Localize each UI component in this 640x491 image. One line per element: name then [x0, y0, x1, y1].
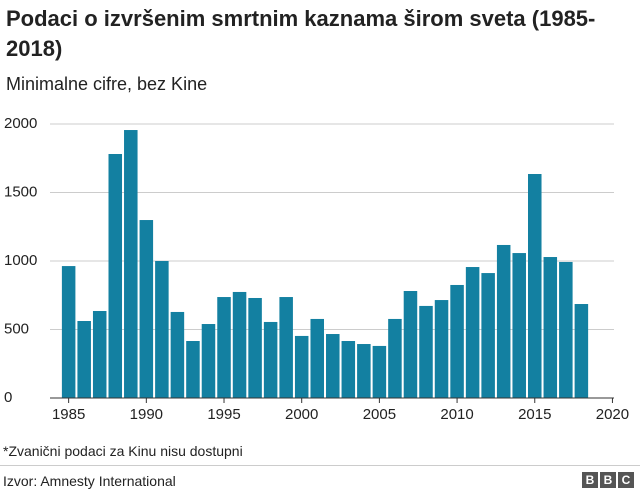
- y-tick-label: 0: [4, 389, 12, 406]
- bar: [201, 324, 216, 398]
- divider: [0, 465, 640, 466]
- bar: [528, 174, 542, 398]
- y-tick-label: 1500: [4, 183, 37, 200]
- bar: [279, 297, 293, 398]
- bar: [155, 261, 169, 398]
- bar: [139, 220, 154, 398]
- bar: [263, 321, 278, 398]
- logo-letter: C: [618, 472, 634, 488]
- x-tick-label: 2010: [440, 406, 473, 423]
- y-tick-label: 500: [4, 320, 29, 337]
- x-tick-label: 2015: [518, 406, 551, 423]
- bar: [310, 318, 324, 398]
- bar: [465, 267, 480, 398]
- bar: [450, 284, 464, 398]
- bar: [124, 130, 138, 398]
- y-tick-label: 2000: [4, 115, 37, 132]
- bar: [341, 341, 356, 398]
- bar: [481, 273, 495, 398]
- bar: [108, 154, 123, 398]
- chart-title: Podaci o izvršenim smrtnim kaznama širom…: [6, 6, 596, 61]
- bar: [170, 311, 185, 398]
- x-tick-label: 2000: [285, 406, 318, 423]
- x-tick-label: 2005: [363, 406, 396, 423]
- bar: [77, 321, 91, 398]
- bar: [217, 297, 231, 398]
- chart: 0 500 1000 1500 2000 1985 1990 1995 2000 2005 2010…: [4, 115, 629, 423]
- chart-subtitle: Minimalne cifre, bez Kine: [6, 74, 208, 94]
- bar: [543, 257, 558, 398]
- bar: [294, 335, 309, 398]
- bar: [496, 244, 511, 398]
- logo-letter: B: [600, 472, 616, 488]
- bar: [434, 300, 449, 398]
- bar: [326, 334, 340, 398]
- bar: [248, 297, 262, 398]
- bar: [574, 304, 589, 398]
- bar: [61, 266, 76, 398]
- x-tick-label: 1995: [207, 406, 240, 423]
- bar: [388, 318, 402, 398]
- bar: [403, 291, 418, 398]
- x-tick-label: 2020: [596, 406, 629, 423]
- source: Izvor: Amnesty International: [3, 473, 176, 489]
- bar: [232, 291, 247, 398]
- bar: [357, 344, 371, 398]
- y-tick-label: 1000: [4, 252, 37, 269]
- x-tick-label: 1990: [130, 406, 163, 423]
- bar: [559, 261, 573, 398]
- bar: [419, 305, 433, 398]
- bar: [372, 345, 387, 398]
- bar: [186, 341, 200, 398]
- logo: B B C: [582, 472, 634, 488]
- logo-letter: B: [582, 472, 598, 488]
- bar: [92, 311, 107, 398]
- x-tick-label: 1985: [52, 406, 85, 423]
- footnote: *Zvanični podaci za Kinu nisu dostupni: [3, 443, 243, 459]
- bar: [512, 253, 526, 398]
